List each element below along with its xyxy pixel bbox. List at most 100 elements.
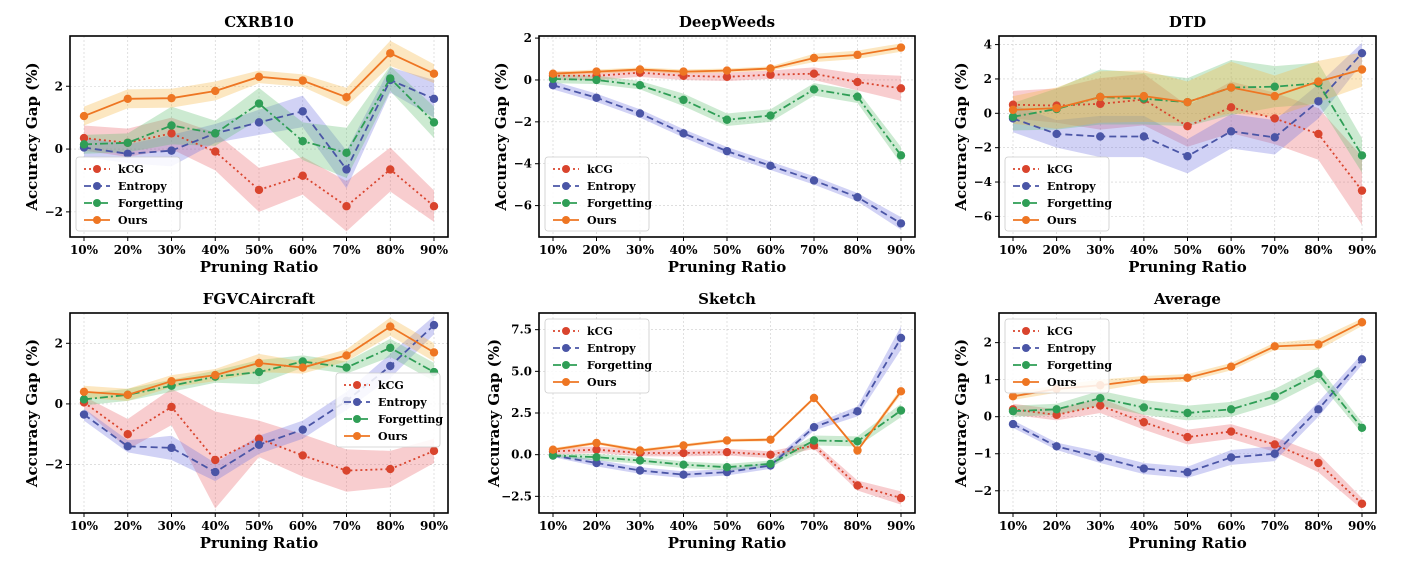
legend: kCG Entropy Forgetting Ours <box>335 372 443 448</box>
y-tick-label: 4 <box>984 38 992 52</box>
data-point-forgetting <box>254 367 264 377</box>
y-tick-label: 2 <box>55 336 63 350</box>
data-point-forgetting <box>1008 112 1018 121</box>
chart-panel-0: 10% 20% 30% 40% 50% 60% 70% 80% 90% −2 0 2 CXRB10 Pru… <box>23 13 449 276</box>
data-point-kcg <box>1314 129 1323 139</box>
data-point-forgetting <box>342 363 351 372</box>
panel-title: DeepWeeds <box>679 13 775 31</box>
data-point-kcg <box>298 171 307 180</box>
data-point-ours <box>722 66 732 75</box>
data-point-kcg <box>1096 401 1105 410</box>
legend-label-kcg: kCG <box>587 325 613 338</box>
x-tick-label: 50% <box>1173 243 1202 257</box>
data-point-kcg <box>1270 440 1279 449</box>
data-point-kcg <box>809 69 819 78</box>
data-point-entropy <box>1183 468 1192 477</box>
data-point-forgetting <box>1357 423 1367 433</box>
data-point-entropy <box>896 219 906 228</box>
data-point-entropy <box>1357 355 1367 364</box>
data-point-entropy <box>386 361 395 371</box>
data-point-forgetting <box>1008 406 1018 416</box>
data-point-kcg <box>722 447 732 457</box>
chart-panel-2: 10% 20% 30% 40% 50% 60% 70% 80% 90% −6 −4 −2 0 2 4 DTD P… <box>952 13 1377 276</box>
data-point-ours <box>1052 103 1061 113</box>
y-tick-label: −4 <box>974 175 992 189</box>
data-point-forgetting <box>548 451 558 460</box>
data-point-ours <box>167 93 176 103</box>
data-point-forgetting <box>1270 82 1279 91</box>
y-tick-label: −6 <box>514 199 532 213</box>
data-point-entropy <box>853 193 862 202</box>
data-point-ours <box>298 363 307 372</box>
data-point-entropy <box>429 94 439 104</box>
x-tick-label: 90% <box>1348 519 1377 533</box>
series-line-kcg <box>552 444 902 499</box>
x-tick-label: 30% <box>157 243 186 257</box>
data-point-forgetting <box>79 140 89 149</box>
legend-marker-entropy <box>562 344 570 352</box>
legend-label-entropy: Entropy <box>1047 342 1096 355</box>
legend-box <box>335 372 441 448</box>
legend-label-kcg: kCG <box>378 379 404 392</box>
legend: kCG Entropy Forgetting Ours <box>544 156 652 232</box>
band-forgetting <box>1013 366 1362 434</box>
band-ours <box>84 40 434 126</box>
x-tick-label: 30% <box>1086 243 1115 257</box>
x-tick-label: 30% <box>626 243 655 257</box>
data-point-entropy <box>1226 127 1236 136</box>
data-point-forgetting <box>766 111 775 120</box>
data-point-kcg <box>896 493 906 503</box>
data-point-kcg <box>211 455 220 465</box>
data-point-kcg <box>592 445 601 454</box>
y-tick-label: −2 <box>974 141 992 155</box>
x-tick-label: 60% <box>289 243 318 257</box>
legend-marker-forgetting <box>1022 361 1030 369</box>
data-point-ours <box>1357 318 1367 327</box>
data-point-entropy <box>1226 453 1236 462</box>
band-ours <box>1013 52 1362 129</box>
data-point-kcg <box>1226 427 1236 436</box>
x-tick-label: 80% <box>376 243 405 257</box>
legend-label-ours: Ours <box>118 214 148 227</box>
data-point-kcg <box>167 402 176 412</box>
data-point-entropy <box>1139 464 1149 473</box>
x-tick-label: 60% <box>1217 243 1246 257</box>
data-point-kcg <box>123 430 132 439</box>
series-line-entropy <box>552 84 902 225</box>
data-point-entropy <box>722 146 732 156</box>
data-point-kcg <box>79 133 89 143</box>
x-tick-label: 20% <box>114 519 143 533</box>
data-point-entropy <box>1008 419 1018 429</box>
data-point-forgetting <box>1139 403 1149 412</box>
data-point-entropy <box>298 425 307 434</box>
x-tick-label: 70% <box>1261 243 1290 257</box>
data-point-ours <box>853 446 862 455</box>
data-point-kcg <box>167 129 176 138</box>
data-point-kcg <box>211 147 220 156</box>
data-point-entropy <box>1052 442 1061 451</box>
x-tick-label: 60% <box>289 519 318 533</box>
data-point-forgetting <box>298 137 307 146</box>
band-entropy <box>84 316 434 482</box>
data-point-ours <box>429 348 439 357</box>
x-tick-label: 40% <box>201 519 230 533</box>
y-tick-label: 0 <box>55 142 63 156</box>
y-tick-label: −2 <box>974 484 992 498</box>
legend-label-forgetting: Forgetting <box>1047 197 1112 210</box>
y-axis-title: Accuracy Gap (%) <box>492 62 510 211</box>
data-point-forgetting <box>853 437 862 446</box>
data-point-forgetting <box>896 406 906 415</box>
x-tick-label: 90% <box>1348 243 1377 257</box>
legend-box <box>544 156 650 232</box>
legend-label-ours: Ours <box>1047 214 1077 227</box>
data-point-entropy <box>548 81 558 90</box>
data-point-kcg <box>679 448 688 458</box>
data-point-forgetting <box>386 343 395 353</box>
data-point-forgetting <box>1226 405 1236 414</box>
data-point-ours <box>79 111 89 121</box>
data-point-ours <box>896 43 906 52</box>
x-tick-label: 50% <box>245 519 274 533</box>
data-point-forgetting <box>1183 408 1192 418</box>
data-point-entropy <box>853 407 862 416</box>
series-line-kcg <box>83 401 435 472</box>
